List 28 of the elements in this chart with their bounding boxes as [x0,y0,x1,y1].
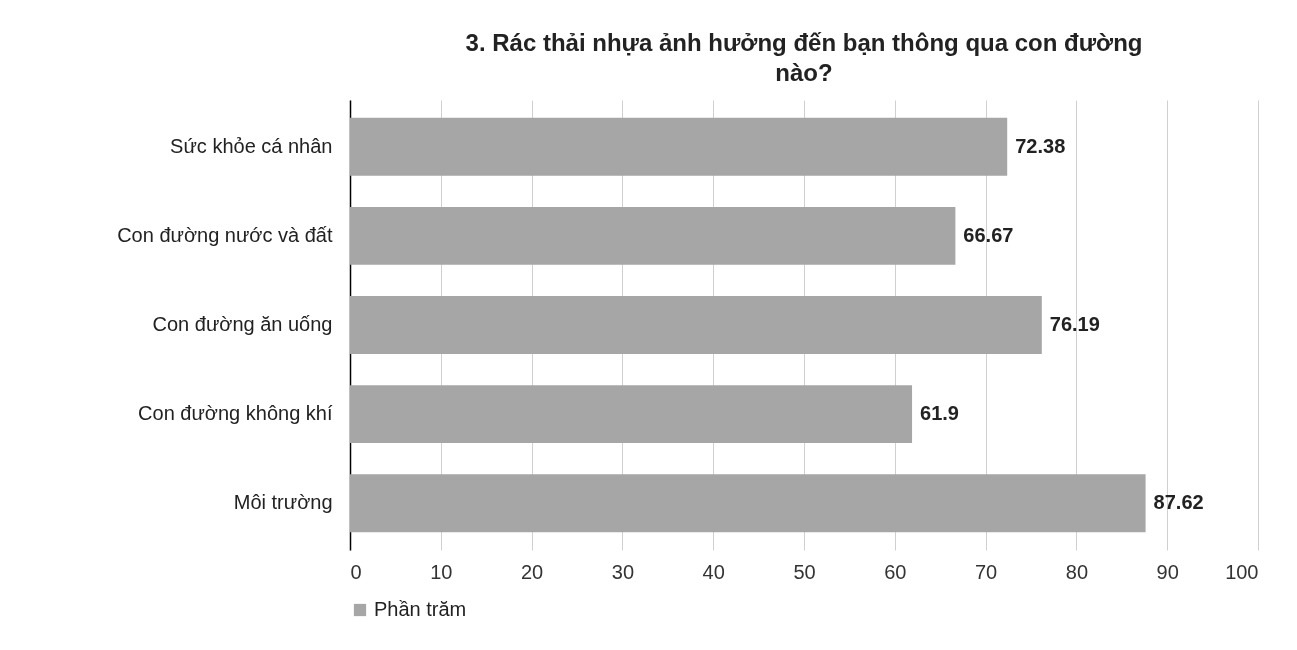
x-tick-label: 0 [350,560,362,583]
y-tick-label: Sức khỏe cá nhân [170,134,333,157]
y-tick-label: Môi trường [233,491,333,514]
data-label: 66.67 [963,223,1014,246]
legend-label: Phần trăm [374,598,467,620]
bar [350,117,1008,176]
data-label: 87.62 [1153,491,1204,514]
x-tick-label: 100 [1225,560,1259,583]
chart-title: 3. Rác thải nhựa ảnh hưởng đến bạn thông qua con đường nào? [465,29,1143,86]
x-tick-label: 10 [430,560,453,583]
y-tick-label: Con đường ăn uống [152,313,333,335]
x-tick-label: 20 [520,560,544,583]
data-label: 76.19 [1049,313,1100,335]
x-tick-label: 90 [1156,560,1179,583]
bar [350,474,1146,533]
x-tick-label: 80 [1065,560,1089,583]
bar [350,296,1042,354]
data-label: 72.38 [1015,134,1066,157]
x-tick-label: 50 [793,560,816,583]
bar [350,385,913,444]
x-tick-label: 70 [974,560,998,583]
y-tick-label: Con đường không khí [138,402,333,425]
x-tick-label: 40 [702,560,725,583]
bar [350,206,956,265]
y-tick-label: Con đường nước và đất [117,223,333,246]
x-tick-label: 60 [884,560,907,583]
data-label: 61.9 [920,402,959,425]
x-tick-label: 30 [611,560,635,583]
